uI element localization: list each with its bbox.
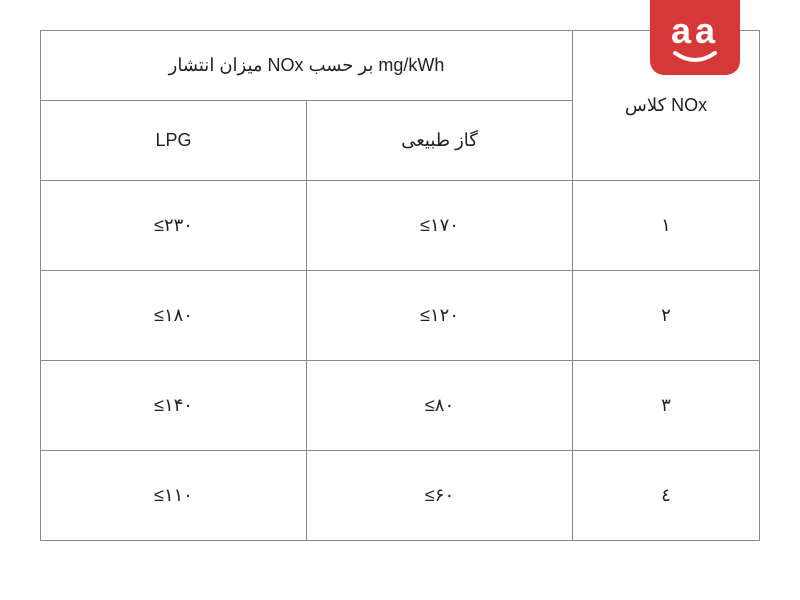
table-row: ≤۱۴۰ ≤۸۰ ۳	[41, 361, 760, 451]
cell-natural: ≤۸۰	[307, 361, 573, 451]
table-row: ≤۱۸۰ ≤۱۲۰ ۲	[41, 271, 760, 361]
table-header-emission: میزان انتشار NOx بر حسب mg/kWh	[41, 31, 573, 101]
cell-lpg: ≤۲۳۰	[41, 181, 307, 271]
nox-emission-table: میزان انتشار NOx بر حسب mg/kWh کلاس NOx …	[40, 30, 760, 541]
cell-natural: ≤۶۰	[307, 451, 573, 541]
cell-lpg: ≤۱۱۰	[41, 451, 307, 541]
badge-smile-icon	[673, 51, 717, 63]
logo-badge: aa	[650, 0, 740, 75]
cell-natural: ≤۱۲۰	[307, 271, 573, 361]
cell-class: ۱	[573, 181, 760, 271]
cell-lpg: ≤۱۴۰	[41, 361, 307, 451]
badge-text: aa	[671, 13, 719, 49]
table-row: ≤۱۱۰ ≤۶۰ ٤	[41, 451, 760, 541]
table-row: ≤۲۳۰ ≤۱۷۰ ۱	[41, 181, 760, 271]
cell-lpg: ≤۱۸۰	[41, 271, 307, 361]
cell-class: ٤	[573, 451, 760, 541]
cell-natural: ≤۱۷۰	[307, 181, 573, 271]
table-subheader-natural: گاز طبیعی	[307, 101, 573, 181]
table-subheader-lpg: LPG	[41, 101, 307, 181]
cell-class: ۳	[573, 361, 760, 451]
cell-class: ۲	[573, 271, 760, 361]
